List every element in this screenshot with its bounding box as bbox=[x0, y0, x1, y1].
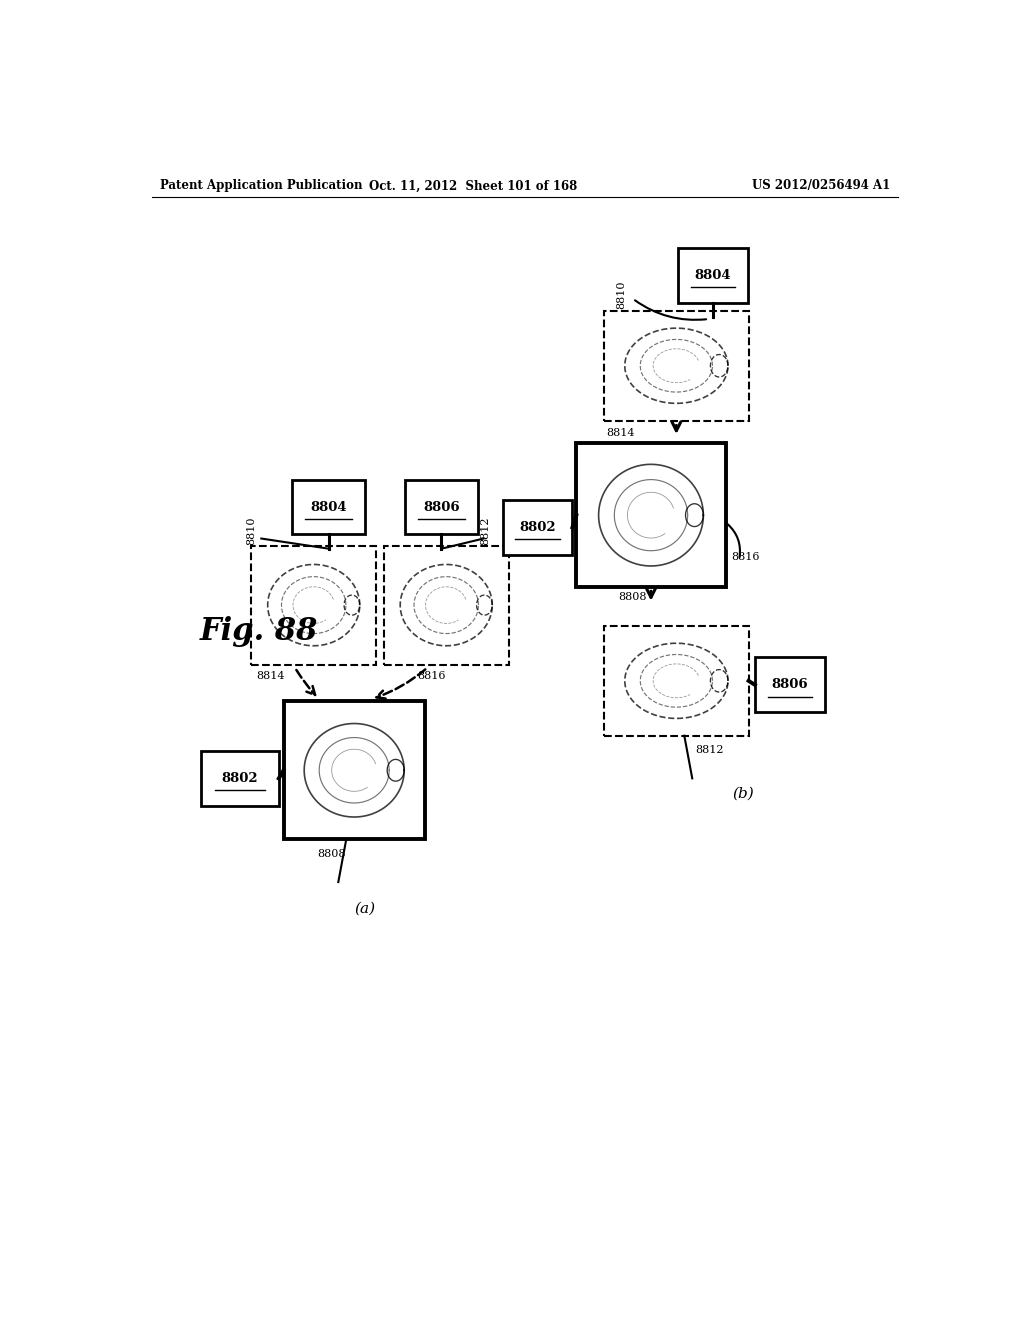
Text: 8804: 8804 bbox=[310, 500, 347, 513]
Bar bbox=[284, 701, 425, 840]
Text: 8804: 8804 bbox=[694, 269, 731, 281]
Text: 8816: 8816 bbox=[418, 671, 446, 681]
Bar bbox=[251, 545, 377, 664]
Bar bbox=[678, 248, 748, 302]
Text: (a): (a) bbox=[354, 902, 375, 916]
Text: (b): (b) bbox=[732, 787, 754, 801]
Text: Oct. 11, 2012  Sheet 101 of 168: Oct. 11, 2012 Sheet 101 of 168 bbox=[369, 180, 578, 193]
Text: 8814: 8814 bbox=[257, 671, 285, 681]
Text: 8806: 8806 bbox=[423, 500, 460, 513]
Bar bbox=[577, 444, 726, 587]
Text: 8802: 8802 bbox=[519, 521, 556, 533]
Text: 8802: 8802 bbox=[221, 772, 258, 785]
Text: 8808: 8808 bbox=[618, 593, 647, 602]
Text: 8810: 8810 bbox=[246, 516, 256, 545]
Text: 8810: 8810 bbox=[616, 280, 627, 309]
Bar bbox=[404, 479, 478, 535]
Text: 8814: 8814 bbox=[606, 428, 635, 438]
Text: Patent Application Publication: Patent Application Publication bbox=[160, 180, 362, 193]
Bar bbox=[755, 657, 824, 713]
Text: 8806: 8806 bbox=[771, 678, 808, 692]
Text: US 2012/0256494 A1: US 2012/0256494 A1 bbox=[752, 180, 890, 193]
Bar bbox=[604, 626, 749, 735]
Text: 8812: 8812 bbox=[480, 516, 490, 545]
Bar bbox=[384, 545, 509, 664]
Bar bbox=[201, 751, 279, 805]
Text: 8812: 8812 bbox=[695, 744, 724, 755]
Text: Fig. 88: Fig. 88 bbox=[200, 615, 317, 647]
Text: 8816: 8816 bbox=[731, 552, 760, 562]
Bar bbox=[292, 479, 366, 535]
Bar bbox=[604, 312, 749, 421]
Text: 8808: 8808 bbox=[316, 849, 345, 858]
Bar bbox=[503, 500, 572, 554]
